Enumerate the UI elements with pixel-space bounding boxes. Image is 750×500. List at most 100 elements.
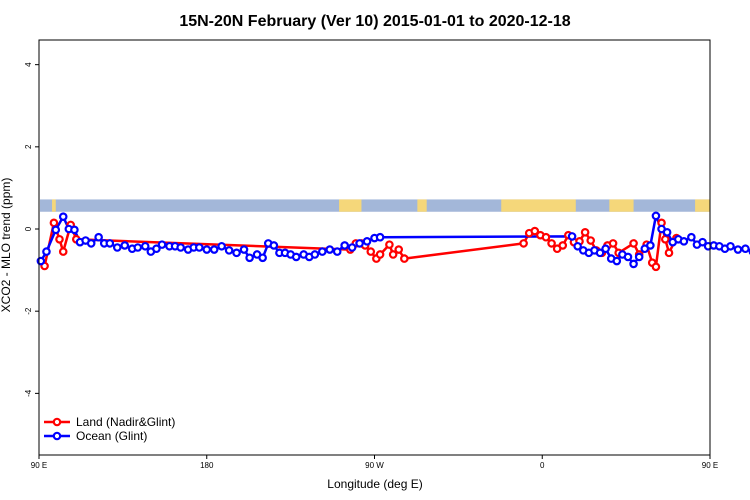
legend-marker <box>52 431 62 441</box>
series-point-1 <box>623 252 633 262</box>
series-point-1 <box>679 237 689 246</box>
series-point-1 <box>105 239 115 248</box>
series-point-1 <box>347 243 357 252</box>
map-land <box>417 199 427 212</box>
x-tick-label: 90 E <box>31 461 47 470</box>
series-point-1 <box>340 241 349 250</box>
series-point-1 <box>51 225 61 235</box>
series-point-0 <box>580 227 590 237</box>
series-point-1 <box>375 232 385 242</box>
series-point-1 <box>291 252 301 262</box>
series-point-1 <box>601 244 610 254</box>
series-point-1 <box>362 237 372 246</box>
series-point-1 <box>662 227 672 237</box>
series-point-1 <box>157 240 167 249</box>
legend-label: Ocean (Glint) <box>76 429 147 443</box>
series-point-1 <box>698 237 707 247</box>
series-point-0 <box>55 234 64 244</box>
series-point-1 <box>595 248 605 258</box>
y-tick-label: -2 <box>24 307 33 315</box>
series-point-0 <box>530 226 540 236</box>
series-point-1 <box>567 232 577 241</box>
series-point-1 <box>152 244 161 254</box>
series-point-1 <box>202 245 212 254</box>
series-point-1 <box>176 243 185 252</box>
series-point-0 <box>547 239 556 248</box>
series-point-1 <box>86 239 96 248</box>
map-land <box>695 199 710 212</box>
series-point-0 <box>558 241 568 250</box>
series-point-1 <box>58 212 68 221</box>
world-map-band <box>40 199 710 212</box>
series-point-1 <box>269 241 279 250</box>
series-point-1 <box>325 245 335 254</box>
series-point-1 <box>646 241 655 250</box>
series-point-1 <box>120 241 130 250</box>
series-point-1 <box>133 243 143 252</box>
y-tick-label: 0 <box>24 226 33 231</box>
series-point-1 <box>634 252 644 262</box>
series-point-1 <box>612 256 622 266</box>
x-axis-label: Longitude (deg E) <box>327 477 422 491</box>
series-point-0 <box>385 240 394 249</box>
series-point-0 <box>375 250 385 259</box>
series-point-1 <box>232 248 241 258</box>
series-point-1 <box>726 241 735 251</box>
series-point-1 <box>224 246 234 255</box>
y-tick-label: 2 <box>24 144 33 149</box>
series-point-1 <box>70 225 79 235</box>
series-point-0 <box>629 239 638 248</box>
y-tick-label: -4 <box>24 389 33 397</box>
y-axis: 4 2 0 -2 -4 <box>24 62 39 397</box>
series-point-0 <box>541 232 551 242</box>
x-tick-label: 0 <box>540 461 545 470</box>
series-point-1 <box>310 250 320 259</box>
series-point-0 <box>664 248 674 258</box>
series-point-0 <box>400 254 409 263</box>
plot-series <box>36 211 750 272</box>
map-land <box>501 199 576 212</box>
series-point-1 <box>573 241 582 251</box>
x-tick-label: 90 E <box>702 461 718 470</box>
series-point-0 <box>608 239 618 248</box>
series-point-0 <box>394 245 404 254</box>
series-point-1 <box>239 245 249 254</box>
x-tick-label: 90 W <box>365 461 384 470</box>
series-point-1 <box>245 253 254 263</box>
series-point-1 <box>651 211 661 221</box>
series-point-0 <box>366 247 376 256</box>
series-point-0 <box>49 218 59 228</box>
series-point-1 <box>355 239 364 248</box>
series-point-1 <box>318 247 327 256</box>
series-point-0 <box>519 239 528 248</box>
map-ocean <box>40 199 709 212</box>
series-point-0 <box>586 236 596 245</box>
plot-frame <box>38 39 711 456</box>
series-point-1 <box>209 245 219 254</box>
series-point-1 <box>94 232 103 242</box>
series-point-1 <box>687 232 696 242</box>
legend-marker <box>52 417 62 427</box>
map-land <box>609 199 634 212</box>
series-point-1 <box>629 259 638 269</box>
series-point-1 <box>112 243 122 252</box>
map-land <box>52 199 56 212</box>
series-point-0 <box>58 247 68 256</box>
series-point-1 <box>217 241 226 251</box>
series-point-0 <box>660 234 670 244</box>
series-point-1 <box>741 244 750 254</box>
y-axis-label: XCO2 - MLO trend (ppm) <box>0 178 13 313</box>
map-land <box>339 199 362 212</box>
series-point-1 <box>332 247 342 256</box>
chart-title: 15N-20N February (Ver 10) 2015-01-01 to … <box>179 13 570 30</box>
y-tick-label: 4 <box>24 62 33 67</box>
series-point-1 <box>733 245 743 254</box>
series-point-0 <box>388 250 398 259</box>
series-point-0 <box>651 262 661 272</box>
series-point-1 <box>194 243 204 252</box>
series-point-1 <box>258 253 267 263</box>
x-axis: 90 E 180 90 W 0 90 E <box>31 455 718 470</box>
legend: Land (Nadir&Glint)Ocean (Glint) <box>44 415 175 443</box>
series-point-1 <box>140 241 150 251</box>
